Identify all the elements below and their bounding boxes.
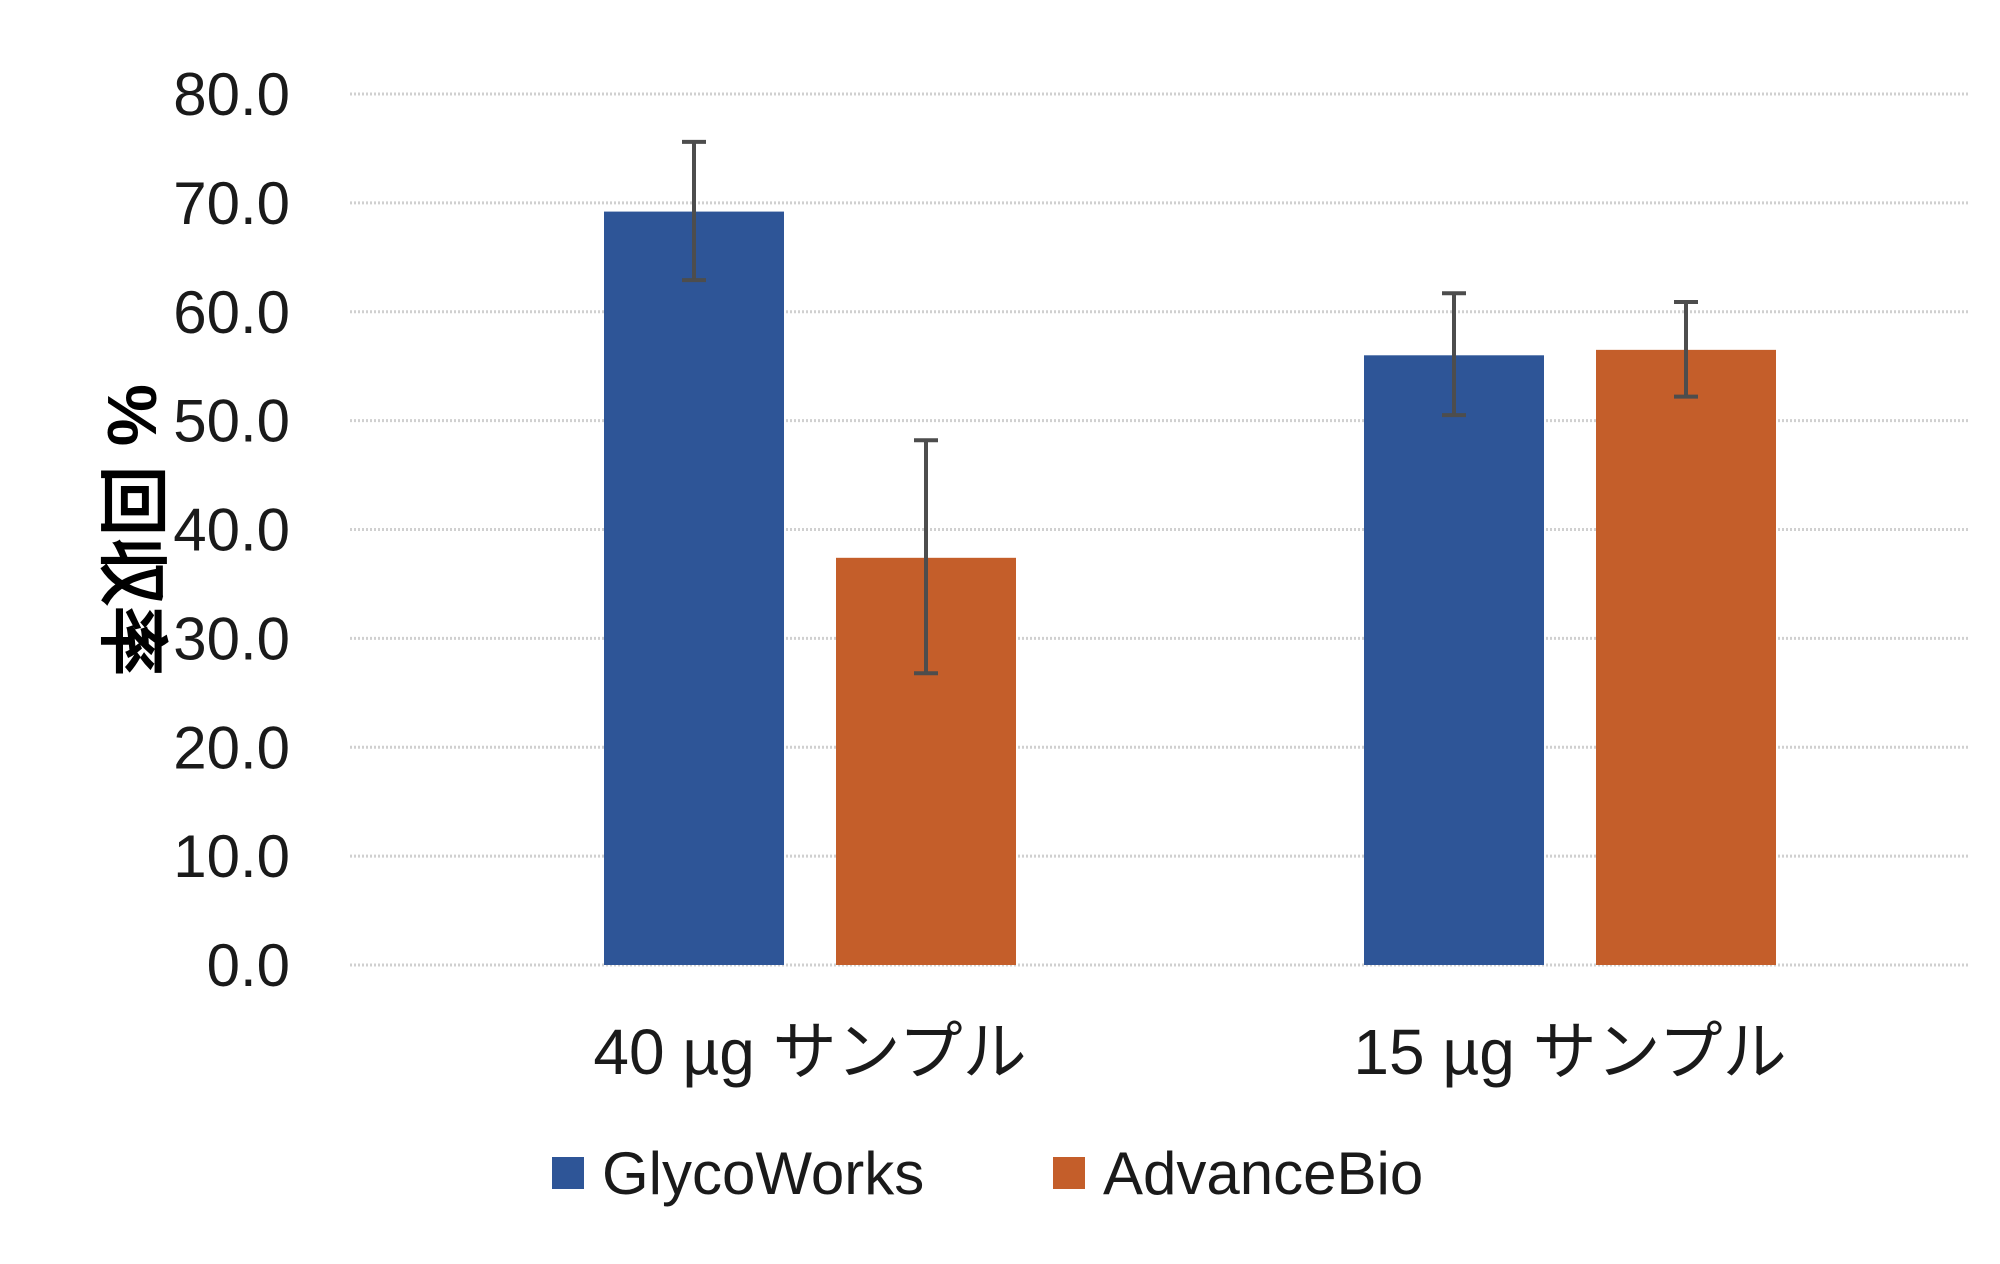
y-tick-label: 80.0 [173, 61, 290, 128]
y-tick-label: 50.0 [173, 388, 290, 455]
y-tick-label: 0.0 [207, 932, 290, 999]
y-tick-label: 20.0 [173, 714, 290, 781]
y-tick-label: 60.0 [173, 279, 290, 346]
y-axis-title: % 回収率 [93, 384, 171, 676]
bar-glycoworks-0 [604, 211, 784, 965]
legend: GlycoWorks AdvanceBio [552, 1140, 1423, 1207]
bars [604, 211, 1776, 965]
y-tick-label: 70.0 [173, 170, 290, 237]
error-bars [682, 139, 1698, 676]
x-category-label: 15 µg サンプル [1353, 1016, 1786, 1088]
y-tick-label: 30.0 [173, 605, 290, 672]
legend-label-glycoworks: GlycoWorks [602, 1140, 924, 1207]
error-bar [914, 438, 938, 676]
error-bar [682, 139, 706, 283]
y-tick-labels: 0.0 10.0 20.0 30.0 40.0 50.0 60.0 70.0 80.0 [173, 61, 290, 999]
y-tick-label: 40.0 [173, 497, 290, 564]
bar-glycoworks-1 [1364, 355, 1544, 965]
error-bar [1442, 291, 1466, 418]
x-category-label: 40 µg サンプル [593, 1016, 1026, 1088]
bar-advancebio-1 [1596, 349, 1776, 965]
legend-label-advancebio: AdvanceBio [1103, 1140, 1423, 1207]
error-bar [1674, 299, 1698, 399]
x-category-labels: 40 µg サンプル 15 µg サンプル [593, 1016, 1786, 1088]
legend-swatch-advancebio [1053, 1157, 1085, 1189]
legend-swatch-glycoworks [552, 1157, 584, 1189]
y-tick-label: 10.0 [173, 823, 290, 890]
